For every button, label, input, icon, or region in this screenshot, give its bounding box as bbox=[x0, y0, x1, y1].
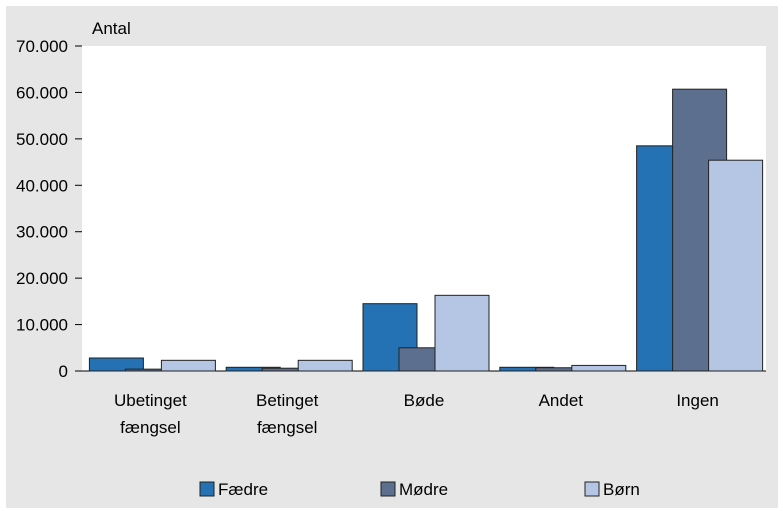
bar-børn bbox=[160, 359, 216, 372]
y-tick-label: 0 bbox=[59, 362, 68, 381]
bar-fædre bbox=[88, 357, 144, 372]
chart-container: Antal 0 10.000 20.000 30.000 40.000 50.000 60.… bbox=[6, 6, 778, 508]
bar-chart: Antal 0 10.000 20.000 30.000 40.000 50.000 60.… bbox=[16, 19, 766, 499]
bar-børn bbox=[297, 359, 353, 372]
bar-børn bbox=[571, 364, 627, 372]
x-category-label: Ubetinget bbox=[114, 391, 187, 410]
x-category-label: fængsel bbox=[257, 418, 317, 437]
x-category-label: fængsel bbox=[120, 418, 180, 437]
legend-label-børn: Børn bbox=[603, 480, 640, 499]
y-tick-label: 40.000 bbox=[16, 176, 68, 195]
y-tick-label: 50.000 bbox=[16, 130, 68, 149]
legend-label-mødre: Mødre bbox=[399, 480, 448, 499]
bar-børn bbox=[434, 294, 490, 372]
y-tick-label: 60.000 bbox=[16, 83, 68, 102]
y-tick-label: 70.000 bbox=[16, 37, 68, 56]
x-category-label: Betinget bbox=[256, 391, 319, 410]
x-category-label: Andet bbox=[539, 391, 584, 410]
y-tick-label: 20.000 bbox=[16, 269, 68, 288]
legend-swatch-fædre bbox=[199, 481, 215, 497]
x-category-label: Ingen bbox=[676, 391, 719, 410]
legend-label-fædre: Fædre bbox=[218, 480, 268, 499]
y-tick-label: 10.000 bbox=[16, 316, 68, 335]
legend-swatch-børn bbox=[584, 481, 600, 497]
y-axis-label: Antal bbox=[92, 19, 131, 38]
bar-børn bbox=[708, 159, 764, 372]
y-tick-label: 30.000 bbox=[16, 223, 68, 242]
x-category-label: Bøde bbox=[404, 391, 445, 410]
legend-swatch-mødre bbox=[380, 481, 396, 497]
